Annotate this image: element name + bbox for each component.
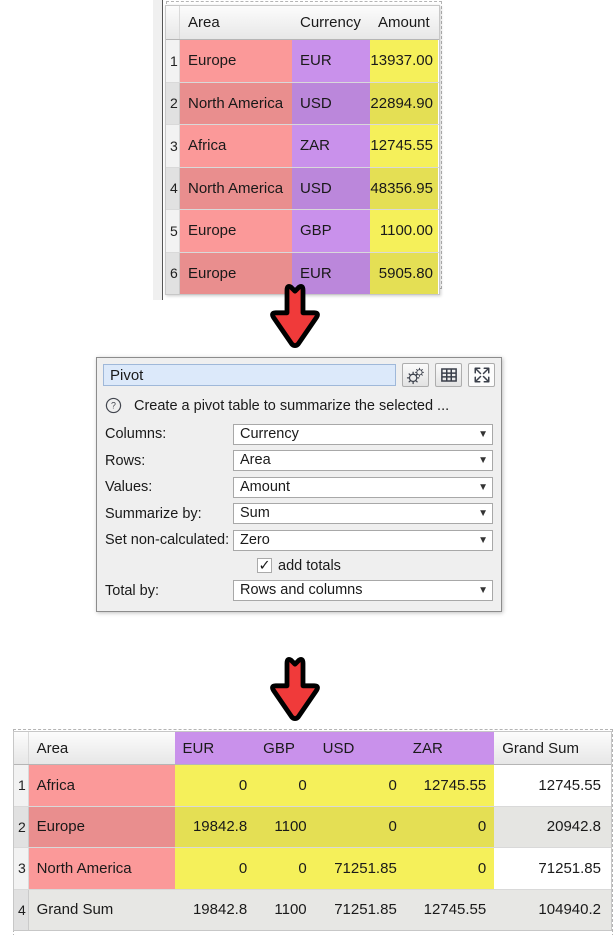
svg-text:?: ? (111, 401, 116, 411)
